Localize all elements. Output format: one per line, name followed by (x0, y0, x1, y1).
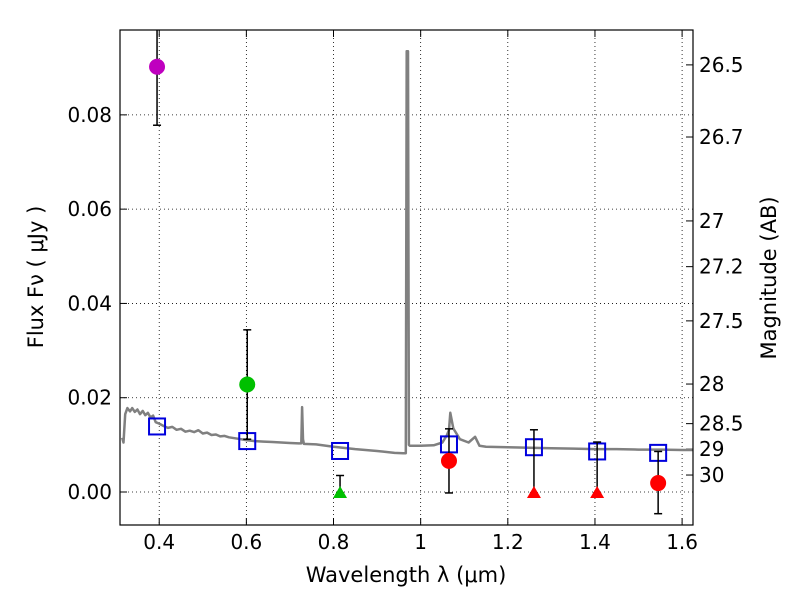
observation-point (650, 475, 667, 492)
y-tick-label: 0.08 (67, 103, 112, 127)
x-tick-label: 0.4 (143, 530, 175, 554)
x-axis-ticks: 0.4 0.6 0.8 1 1.2 1.4 1.6 (143, 30, 698, 554)
right-axis-title: Magnitude (AB) (757, 196, 781, 359)
x-tick-label: 0.6 (230, 530, 262, 554)
y-tick-label: 0.04 (67, 291, 112, 315)
y-tick-label: 0.06 (67, 197, 112, 221)
x-tick-label: 1 (414, 530, 427, 554)
upper-limit-triangle (526, 485, 541, 498)
right-tick-label: 26.7 (699, 125, 744, 149)
right-tick-label: 29 (699, 437, 724, 461)
x-tick-label: 0.8 (318, 530, 350, 554)
observation-point (149, 58, 166, 75)
model-spectrum-line (120, 49, 693, 455)
right-tick-label: 27.2 (699, 255, 744, 279)
x-axis-title: Wavelength λ (μm) (306, 563, 507, 587)
x-tick-label: 1.6 (666, 530, 698, 554)
observation-point (440, 452, 457, 469)
observation-markers (149, 58, 667, 498)
plot-frame (119, 29, 694, 526)
right-tick-label: 28.5 (699, 412, 744, 436)
y-tick-label: 0.00 (67, 480, 112, 504)
y-tick-label: 0.02 (67, 386, 112, 410)
left-axis-ticks: 0.00 0.02 0.04 0.06 0.08 (67, 103, 127, 504)
observation-point (239, 376, 256, 393)
right-tick-label: 28 (699, 372, 724, 396)
y-axis-title: Flux Fν ( μJy ) (24, 206, 48, 349)
right-tick-label: 30 (699, 463, 724, 487)
x-tick-label: 1.2 (492, 530, 524, 554)
right-tick-label: 27 (699, 209, 724, 233)
right-tick-label: 26.5 (699, 53, 744, 77)
x-tick-label: 1.4 (579, 530, 611, 554)
model-photometry-squares (148, 417, 668, 462)
upper-limit-triangle (333, 485, 348, 498)
right-tick-label: 27.5 (699, 309, 744, 333)
model-band-square (148, 417, 167, 436)
upper-limit-triangle (590, 485, 605, 498)
model-band-square (331, 441, 350, 460)
